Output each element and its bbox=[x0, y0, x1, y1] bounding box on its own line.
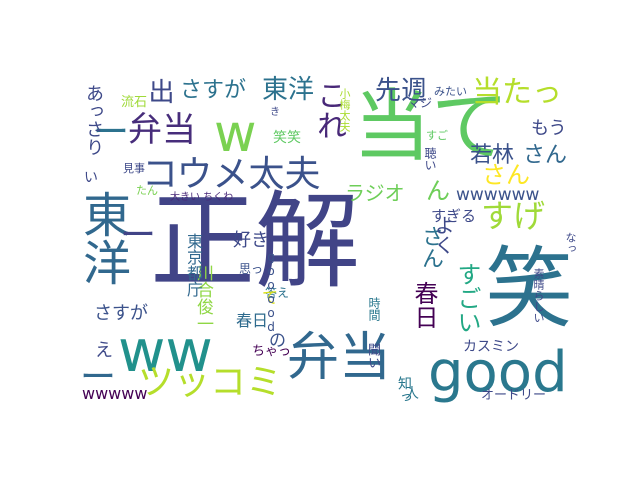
word-omo: 思っ bbox=[239, 262, 264, 276]
word-kasuga_h: 春日 bbox=[236, 311, 269, 330]
word-e: え bbox=[95, 340, 113, 361]
word-radio: ラジオ bbox=[345, 181, 405, 205]
word-wwwww: wwwww bbox=[82, 384, 148, 403]
word-dash1: ー bbox=[80, 357, 117, 398]
word-audrey: オードリー bbox=[481, 388, 547, 403]
word-bentou_big: 弁当 bbox=[287, 328, 392, 388]
word-touyou_top: 東洋 bbox=[262, 75, 315, 105]
word-tan: たん bbox=[136, 184, 158, 197]
word-subarashii: 素晴らしい bbox=[532, 268, 545, 323]
word-ii: い bbox=[84, 170, 98, 186]
word-mou: もう bbox=[531, 118, 567, 139]
word-w: w bbox=[214, 104, 257, 164]
word-kiki: 聴い bbox=[423, 147, 437, 171]
word-atete: 当て bbox=[353, 82, 510, 172]
word-kasuga_v: 春日 bbox=[410, 281, 438, 329]
word-san2: さん bbox=[482, 161, 530, 189]
word-sugo: すご bbox=[426, 129, 448, 142]
word-dash2: ー bbox=[93, 112, 130, 153]
word-ookii: 大きい ちくわ bbox=[170, 192, 234, 203]
word-sugee: すげ bbox=[481, 197, 546, 235]
word-atatt: 当たっ bbox=[472, 75, 562, 110]
word-naa: なっ bbox=[564, 232, 577, 254]
word-kotae: 答え bbox=[265, 286, 290, 300]
word-maji: マジ bbox=[408, 96, 433, 110]
word-te: て bbox=[262, 288, 279, 307]
word-mitai: みたい bbox=[434, 85, 467, 98]
word-ryuuseki: 流石 bbox=[121, 95, 148, 110]
word-yoku: よく bbox=[431, 215, 455, 255]
word-chatt: ちゃっ bbox=[252, 344, 292, 359]
word-san1: さん bbox=[523, 143, 568, 168]
word-dash3: ー bbox=[120, 215, 157, 256]
word-touyou_left: 東洋 bbox=[74, 190, 130, 286]
word-mikoto: 見事 bbox=[123, 162, 145, 175]
word-sugoi: すごい bbox=[453, 262, 481, 334]
word-no: の bbox=[269, 331, 286, 351]
word-kii: 聞い bbox=[365, 343, 380, 369]
word-bentou_small: 弁当 bbox=[128, 110, 196, 150]
word-sasuga2: さすが bbox=[94, 303, 148, 324]
word-assari: あっさり bbox=[83, 84, 104, 156]
word-ki: き bbox=[270, 107, 280, 118]
word-n: ん bbox=[426, 177, 450, 205]
word-kore: これ bbox=[311, 80, 346, 140]
word-tokyo: 東京都庁 bbox=[184, 233, 203, 297]
word-koume: コウメ太夫 bbox=[142, 154, 321, 195]
word-kouma: 小梅太夫 bbox=[338, 88, 351, 132]
word-tsukkomi: ツッコミ bbox=[138, 362, 283, 403]
word-sukina: 好き bbox=[233, 230, 269, 251]
word-good: good bbox=[428, 340, 568, 405]
word-ww: ww bbox=[118, 317, 213, 385]
word-warai: 笑 bbox=[485, 237, 574, 340]
word-sugiru: すぎる bbox=[431, 207, 477, 225]
word-goooood: gooood bbox=[264, 250, 278, 334]
word-jikan: 時間 bbox=[367, 297, 381, 321]
word-senshu: 先週 bbox=[375, 76, 428, 106]
word-sasuga1: さすが bbox=[180, 78, 247, 103]
word-warawara: 笑笑 bbox=[273, 130, 301, 146]
word-dete: 出 bbox=[144, 78, 174, 104]
word-wakabayashi: 若林 bbox=[470, 143, 515, 168]
word-san3: さん bbox=[418, 225, 443, 269]
word-shitt: 知っ bbox=[396, 376, 412, 404]
word-seikai: 正解 bbox=[150, 181, 361, 303]
word-wwwwww: wwwwww bbox=[456, 185, 540, 205]
word-kawai: 川合俊一 bbox=[193, 264, 213, 332]
word-hito: 人 bbox=[405, 386, 419, 402]
word-kasumin: カスミン bbox=[463, 339, 519, 355]
